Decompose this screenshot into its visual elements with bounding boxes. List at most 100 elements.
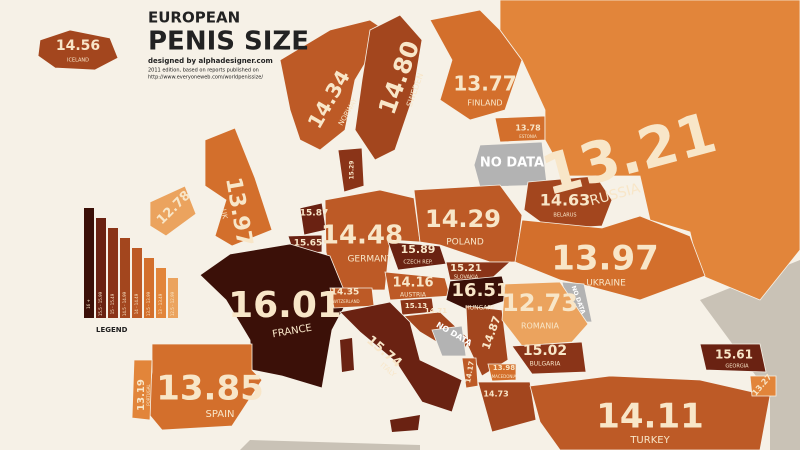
legend-label: 15.5 - 15.99 (98, 291, 103, 316)
country (354, 14, 423, 161)
country-name: UKRAINE (586, 279, 626, 289)
country-value: 16.51 (452, 280, 509, 301)
country-name: MACEDONIA (492, 374, 517, 379)
country-value: 15.21 (450, 263, 482, 274)
country (523, 175, 613, 230)
country-value: 15.61 (715, 348, 753, 362)
country-name: ESTONIA (519, 134, 537, 139)
country-name: HUNGARY (465, 305, 495, 312)
country (499, 0, 800, 301)
island (340, 338, 354, 372)
country-value: 14.73 (483, 390, 508, 399)
country-name: ICELAND (67, 58, 89, 64)
country (37, 29, 119, 71)
country (339, 301, 463, 413)
legend-label: 14.5 - 14.99 (122, 291, 127, 316)
country-value: 15.89 (401, 243, 436, 256)
country-value: 15.13 (405, 302, 427, 310)
country (461, 357, 479, 389)
country (149, 185, 197, 237)
country-value: 15.87 (300, 209, 328, 219)
legend-swatch (144, 258, 154, 318)
country-value: 12.73 (502, 289, 578, 317)
country-value: 14.16 (392, 276, 433, 291)
country-value: 15.29 (349, 161, 356, 180)
no-data-label: NO DATA (480, 156, 544, 171)
country-value: 14.63 (540, 191, 591, 210)
country (429, 9, 523, 121)
country-value: 14.71 (425, 307, 447, 315)
country-name: SLOVAKIA (454, 275, 479, 281)
country-name: CZECH REP. (403, 260, 433, 266)
country-name: GEORGIA (725, 364, 749, 370)
island (390, 415, 420, 432)
country-value: 15.02 (523, 343, 567, 359)
header: EUROPEAN PENIS SIZE designed by alphades… (148, 9, 309, 81)
country-name: FINLAND (467, 99, 502, 108)
legend-title: LEGEND (96, 326, 128, 334)
country-value: 14.35 (331, 288, 359, 298)
country-name: POLAND (446, 238, 484, 248)
country-name: SPAIN (205, 409, 234, 420)
country (387, 241, 447, 271)
legend-swatch (120, 238, 130, 318)
country (204, 127, 273, 247)
url: http://www.everyoneweb.com/worldpenissiz… (148, 75, 263, 81)
country-name: GERMANY (347, 255, 393, 265)
country (445, 275, 509, 313)
legend-swatch (156, 268, 166, 318)
legend: LEGEND 16 + 15.5 - 15.99 15 - 15.49 14.5 - … (84, 208, 178, 334)
country (337, 147, 365, 193)
country (501, 281, 589, 347)
country (699, 343, 767, 373)
country-value: 13.78 (515, 124, 541, 133)
country (749, 375, 777, 397)
country-name: PORTUGAL (146, 383, 151, 405)
credit: designed by alphadesigner.com (148, 57, 273, 65)
country-name: ROMANIA (521, 322, 560, 331)
title: EUROPEAN (148, 9, 240, 27)
legend-label: 12.5 - 12.99 (170, 291, 175, 316)
country-value: 14.17 (464, 360, 476, 383)
title: PENIS SIZE (148, 27, 309, 57)
legend-swatch (132, 248, 142, 318)
country (511, 341, 587, 375)
legend-label: 14 - 14.49 (134, 293, 139, 314)
country-value: 16.01 (228, 285, 342, 326)
neighbour-land (240, 440, 420, 450)
legend-swatch (84, 208, 94, 318)
country-value: 14.56 (56, 38, 100, 54)
country (199, 243, 349, 389)
country-value: 14.11 (596, 397, 704, 437)
country (473, 141, 548, 188)
note: 2011 edition, based on reports published… (148, 68, 259, 74)
country-name: BELARUS (553, 213, 576, 219)
country (131, 359, 153, 421)
country (431, 325, 467, 357)
legend-label: 13 - 13.49 (158, 293, 163, 314)
country (477, 381, 537, 433)
country-value: 13.19 (136, 379, 147, 411)
country (279, 19, 386, 151)
legend-swatch (168, 278, 178, 318)
country-value: 13.85 (156, 369, 264, 409)
country (399, 297, 435, 316)
country-value: 14.29 (425, 205, 501, 233)
legend-swatch (108, 228, 118, 318)
country-name: AUSTRIA (400, 292, 427, 299)
country-value: 13.77 (453, 72, 516, 96)
country-value: 14.48 (321, 221, 403, 251)
country-name: SWITZERLAND (330, 299, 359, 304)
legend-swatch (96, 218, 106, 318)
legend-label: 13.5 - 13.99 (146, 291, 151, 316)
country (514, 215, 706, 301)
country (529, 375, 771, 450)
country-value: 13.98 (493, 364, 515, 372)
country (487, 363, 517, 382)
country-name: BULGARIA (530, 361, 562, 368)
legend-label: 15 - 15.49 (110, 293, 115, 314)
legend-label: 16 + (86, 299, 91, 309)
country-value: 15.65 (294, 239, 322, 249)
